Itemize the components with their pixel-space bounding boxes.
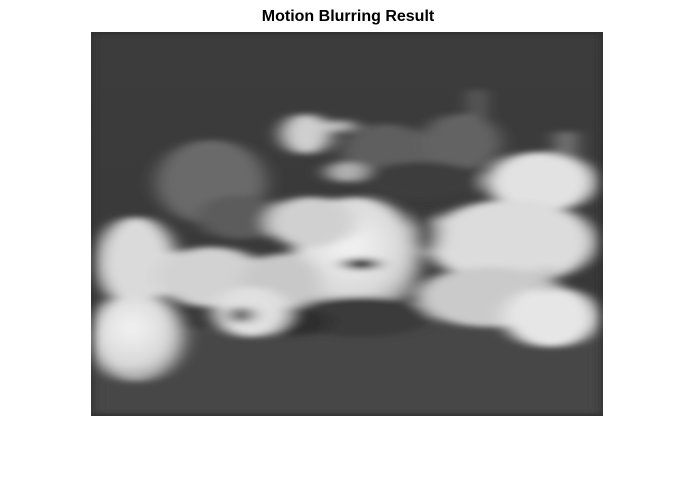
white-pepper-right-top — [486, 152, 596, 212]
figure-title: Motion Blurring Result — [261, 8, 435, 25]
garlic-right — [503, 287, 599, 347]
blurred-image — [91, 32, 603, 416]
white-pepper-left — [96, 217, 176, 307]
onion-bottom-left — [91, 292, 184, 382]
garlic-top — [281, 114, 331, 154]
pepper-back-right — [421, 114, 501, 170]
white-pepper-right — [426, 200, 596, 284]
